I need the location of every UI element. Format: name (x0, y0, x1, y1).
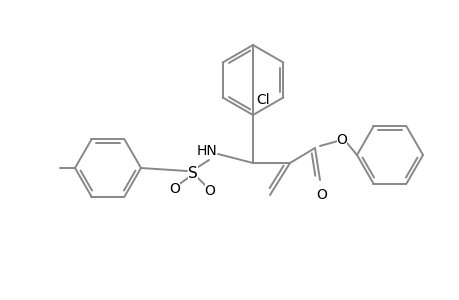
Text: HN: HN (196, 144, 217, 158)
Text: O: O (169, 182, 180, 196)
Text: O: O (316, 188, 327, 202)
Text: O: O (204, 184, 215, 198)
Text: S: S (188, 166, 197, 181)
Text: O: O (336, 133, 347, 147)
Text: Cl: Cl (256, 93, 269, 107)
